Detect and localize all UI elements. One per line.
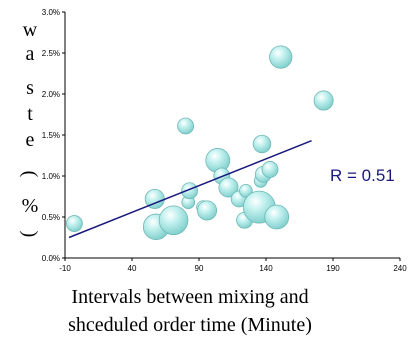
y-axis-label-char: ) xyxy=(19,231,41,238)
y-axis-label-char: w xyxy=(23,19,38,41)
y-tick-label: 2.0% xyxy=(42,90,60,99)
x-axis-label: Intervals between mixing and shceduled o… xyxy=(40,283,340,339)
y-tick-label: 1.0% xyxy=(42,172,60,181)
r-annotation: R = 0.51 xyxy=(330,166,395,185)
bubble-point xyxy=(181,182,199,200)
x-tick-label: 90 xyxy=(195,264,204,273)
y-ticks: 0.0% 0.5% 1.0% 1.5% 2.0% 2.5% 3.0% xyxy=(42,8,65,263)
y-axis-label-char: a xyxy=(26,43,35,65)
bubble-point xyxy=(269,45,293,69)
x-axis-label-line-2: shceduled order time (Minute) xyxy=(68,314,312,336)
x-tick-label: 140 xyxy=(259,264,273,273)
trend-line xyxy=(68,140,312,239)
bubble-point xyxy=(239,183,253,198)
y-tick-label: 0.0% xyxy=(42,254,60,263)
x-tick-label: 240 xyxy=(393,264,407,273)
bubble-point xyxy=(158,205,189,236)
bubble-point xyxy=(252,134,272,154)
bubble-point xyxy=(65,215,83,232)
bubble-point xyxy=(261,161,279,178)
x-tick-label: 190 xyxy=(326,264,340,273)
y-axis-label-char: t xyxy=(27,103,33,125)
bubble-point xyxy=(218,177,239,198)
y-tick-label: 1.5% xyxy=(42,131,60,140)
y-tick-label: 3.0% xyxy=(42,8,60,17)
bubbles xyxy=(65,45,334,241)
y-axis-label-char: ( xyxy=(19,171,41,178)
bubble-point xyxy=(177,117,195,135)
y-tick-label: 2.5% xyxy=(42,49,60,58)
bubble-point xyxy=(264,204,290,230)
y-axis-label-char: s xyxy=(26,77,34,99)
x-tick-label: -10 xyxy=(59,264,71,273)
x-axis-label-line-1: Intervals between mixing and xyxy=(71,286,309,308)
bubble-point xyxy=(197,200,218,221)
y-tick-label: 0.5% xyxy=(42,213,60,222)
y-axis-label-char: % xyxy=(22,195,39,217)
x-tick-label: 40 xyxy=(128,264,137,273)
x-ticks: -10 40 90 140 190 240 xyxy=(59,258,407,273)
bubble-point xyxy=(313,90,334,111)
y-axis-label-char: e xyxy=(26,129,35,151)
